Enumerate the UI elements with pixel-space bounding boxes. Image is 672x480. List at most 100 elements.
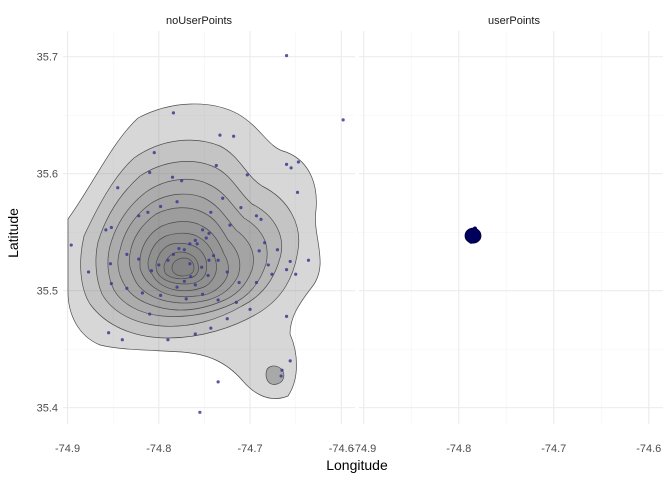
data-point [184,297,188,301]
data-point [137,214,141,218]
x-tick-label: -74.8 [446,443,471,455]
data-point [473,228,479,234]
data-point [254,280,259,285]
data-point [152,151,156,155]
panel-user-points: userPoints -74.9 -74.8 -74.7 -74.6 [351,15,663,455]
data-point [137,257,141,261]
x-tick-label: -74.9 [55,443,80,455]
x-tick-label: -74.8 [146,443,171,455]
data-point [254,214,259,218]
data-point [228,223,232,227]
x-axis-ticks: -74.9 -74.8 -74.7 -74.6 [55,443,354,455]
data-point [211,253,216,258]
data-point [180,179,184,183]
data-point [284,314,289,318]
data-point [288,359,292,363]
panel-grid [63,31,355,424]
data-point [86,270,91,274]
x-tick-label: -74.7 [541,443,566,455]
data-point [237,280,241,285]
data-point [177,246,181,251]
data-point [257,249,261,253]
contour-level-11 [171,257,195,277]
data-point [470,238,476,243]
contour-level-9 [155,242,208,285]
data-point [170,175,175,179]
data-point [125,286,129,290]
y-axis-title: Latitude [5,208,21,258]
panel-strip-title: noUserPoints [166,15,233,27]
data-point [175,200,179,204]
panel-strip-title: userPoints [488,15,540,27]
points-layer [69,53,345,414]
points-layer [464,226,482,244]
x-tick-label: -74.9 [351,443,376,455]
data-point [216,298,220,302]
data-point [171,111,176,115]
data-point [189,275,193,279]
data-point [148,170,152,175]
data-point [289,166,293,170]
y-tick-label: 35.4 [37,403,58,415]
x-axis-title: Longitude [326,457,388,473]
data-point [263,241,267,245]
data-point [109,225,113,230]
y-tick-label: 35.6 [37,169,58,181]
data-point [275,248,280,252]
data-point [225,270,229,274]
data-point [149,269,154,273]
data-point [295,190,300,195]
data-point [188,262,192,266]
data-point [259,217,263,221]
data-point [232,134,236,138]
data-point [182,248,186,252]
data-point [341,118,345,122]
data-point [467,234,473,240]
data-point [204,236,208,240]
data-point [193,332,197,336]
data-point [221,196,225,200]
data-point [140,291,144,295]
data-point [157,263,161,267]
data-point [218,133,222,137]
y-tick-label: 35.5 [37,286,58,298]
data-point [166,338,170,342]
contour-level-1 [67,103,321,399]
panel-no-user-points: noUserPoints 35.4 35.5 35.6 35.7 -74.9 -74.8… [37,15,355,455]
data-point [466,229,471,235]
data-point [207,258,211,262]
data-point [193,238,197,242]
x-tick-label: -74.7 [238,443,263,455]
data-point [280,368,284,372]
data-point [216,258,220,262]
data-point [182,279,186,283]
data-point [475,233,480,238]
data-point [159,293,163,297]
data-point [125,252,129,257]
data-point [284,268,289,272]
data-point [207,231,211,235]
data-point [214,163,218,168]
data-point [284,53,289,58]
data-point [201,292,205,296]
data-point [294,272,298,276]
data-point [148,312,152,316]
data-point [166,258,170,262]
data-point [239,206,243,210]
data-point [284,162,289,166]
data-point [209,326,213,330]
panel-grid [359,31,663,424]
data-point [216,380,220,384]
data-point [296,160,301,164]
contour-hole [265,365,285,385]
data-point [266,263,270,267]
contour-level-2 [80,139,300,339]
data-point [279,374,283,378]
density-contours [67,103,321,399]
data-point [188,242,192,246]
data-point [248,307,252,311]
data-point [108,262,113,266]
data-point [288,259,292,264]
contour-level-5 [117,193,254,311]
